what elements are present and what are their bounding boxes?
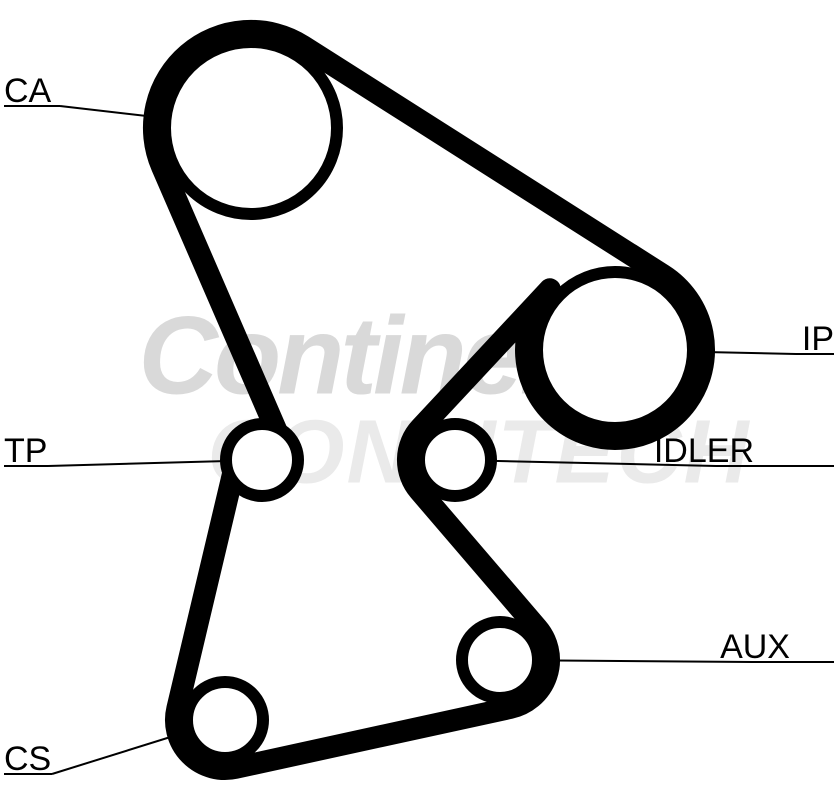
diagram-canvas: Continental CONTITECH CATPCSIPIDLERAUX [0, 0, 838, 806]
pulley-ip [537, 272, 693, 428]
pulley-aux [462, 622, 538, 698]
pulley-group [165, 42, 693, 758]
pulley-tp [226, 424, 298, 496]
label-tp: TP [4, 432, 47, 471]
belt-diagram-svg [0, 0, 838, 806]
label-cs: CS [4, 740, 51, 779]
label-ca: CA [4, 72, 51, 111]
label-ip: IP [802, 320, 834, 359]
label-idler: IDLER [654, 432, 754, 471]
pulley-idler [419, 424, 491, 496]
label-aux: AUX [720, 628, 790, 667]
pulley-ca [165, 42, 337, 214]
pulley-cs [187, 682, 263, 758]
